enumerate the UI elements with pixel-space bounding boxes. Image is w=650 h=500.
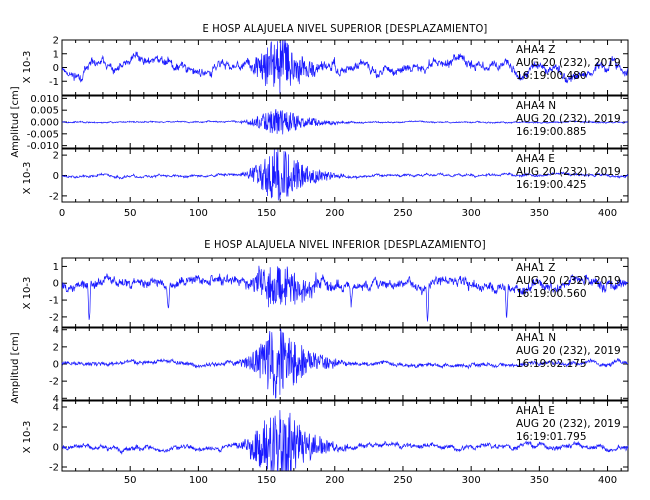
station-component-label: AHA4 N <box>516 100 556 112</box>
x-tick-label: 400 <box>598 475 617 486</box>
scale-label: X 10-3 <box>22 162 33 195</box>
y-tick-label: 0.010 <box>30 94 59 105</box>
station-component-label: AHA1 Z <box>516 262 555 274</box>
trace-z <box>61 265 629 322</box>
y-tick-label: 0 <box>53 360 59 371</box>
x-tick-label: 350 <box>530 475 549 486</box>
y-tick-label: 4 <box>53 394 59 405</box>
chart-nivel-inferior: E HOSP ALAJUELA NIVEL INFERIOR [DESPLAZA… <box>10 238 629 486</box>
scale-label: X 10-3 <box>22 277 33 310</box>
x-tick-label: 350 <box>530 208 549 219</box>
y-tick-label: 0 <box>53 63 59 74</box>
x-tick-label: 250 <box>393 475 412 486</box>
start-time-label: 16:19:00.425 <box>516 179 587 191</box>
x-tick-label: 0 <box>59 208 65 219</box>
start-time-label: 16:19:00.560 <box>516 288 587 300</box>
y-tick-label: 1 <box>53 49 59 60</box>
x-tick-label: 150 <box>257 475 276 486</box>
y-tick-label: 0.005 <box>30 106 59 117</box>
trace-e <box>61 410 629 471</box>
y-tick-label: -1 <box>49 296 59 307</box>
scale-label: X 10-3 <box>22 421 33 454</box>
x-tick-label: 400 <box>598 208 617 219</box>
trace-z <box>61 40 629 94</box>
scale-label: X 10-3 <box>22 51 33 84</box>
y-axis-label: Amplitud [cm] <box>10 86 21 157</box>
x-tick-label: 50 <box>124 475 137 486</box>
panel-frame <box>61 400 629 472</box>
y-tick-label: -0.010 <box>27 141 59 152</box>
trace-n <box>61 109 628 135</box>
x-tick-label: 200 <box>325 208 344 219</box>
y-tick-label: 2 <box>53 36 59 47</box>
x-tick-label: 250 <box>393 208 412 219</box>
y-axis-label: Amplitud [cm] <box>10 332 21 403</box>
y-tick-label: -2 <box>49 312 59 323</box>
chart-title: E HOSP ALAJUELA NIVEL SUPERIOR [DESPLAZA… <box>202 22 487 35</box>
x-tick-label: 100 <box>189 475 208 486</box>
x-tick-label: 100 <box>189 208 208 219</box>
x-tick-label: 150 <box>257 208 276 219</box>
y-tick-label: 0 <box>53 279 59 290</box>
date-label: AUG 20 (232), 2019 <box>516 57 621 69</box>
y-tick-label: -0.005 <box>27 129 59 140</box>
x-tick-label: 50 <box>124 208 137 219</box>
date-label: AUG 20 (232), 2019 <box>516 166 621 178</box>
y-tick-label: 4 <box>53 325 59 336</box>
y-tick-label: 0.000 <box>30 118 59 129</box>
date-label: AUG 20 (232), 2019 <box>516 275 621 287</box>
start-time-label: 16:19:00.480 <box>516 70 587 82</box>
y-tick-label: 4 <box>53 403 59 414</box>
y-tick-label: 2 <box>53 342 59 353</box>
y-tick-label: 0 <box>53 443 59 454</box>
date-label: AUG 20 (232), 2019 <box>516 418 621 430</box>
station-component-label: AHA1 N <box>516 332 556 344</box>
chart-title: E HOSP ALAJUELA NIVEL INFERIOR [DESPLAZA… <box>204 238 486 251</box>
chart-nivel-superior: E HOSP ALAJUELA NIVEL SUPERIOR [DESPLAZA… <box>10 22 629 219</box>
start-time-label: 16:19:01.795 <box>516 431 587 443</box>
x-tick-label: 200 <box>325 475 344 486</box>
y-tick-label: -2 <box>49 191 59 202</box>
y-tick-label: -2 <box>49 377 59 388</box>
station-component-label: AHA4 Z <box>516 44 555 56</box>
y-tick-label: 1 <box>53 262 59 273</box>
trace-n <box>61 328 629 399</box>
y-tick-label: 2 <box>53 151 59 162</box>
panel-frame <box>61 257 629 328</box>
x-tick-label: 300 <box>462 475 481 486</box>
x-tick-label: 300 <box>462 208 481 219</box>
y-tick-label: 2 <box>53 423 59 434</box>
station-component-label: AHA4 E <box>516 153 555 165</box>
start-time-label: 16:19:00.885 <box>516 126 587 138</box>
station-component-label: AHA1 E <box>516 405 555 417</box>
start-time-label: 16:19:02.175 <box>516 358 587 370</box>
y-tick-label: -2 <box>49 463 59 474</box>
y-tick-label: -1 <box>49 77 59 88</box>
date-label: AUG 20 (232), 2019 <box>516 113 621 125</box>
date-label: AUG 20 (232), 2019 <box>516 345 621 357</box>
trace-e <box>61 149 629 201</box>
y-tick-label: 0 <box>53 171 59 182</box>
